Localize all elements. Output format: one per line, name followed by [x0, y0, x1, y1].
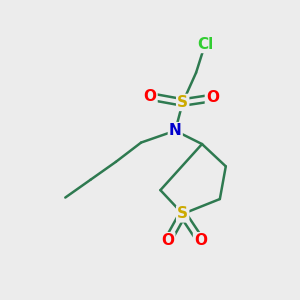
Text: S: S: [177, 206, 188, 221]
Text: O: O: [161, 233, 174, 248]
Text: S: S: [177, 95, 188, 110]
Text: O: O: [143, 89, 157, 104]
Text: O: O: [194, 233, 207, 248]
Text: N: N: [169, 123, 182, 138]
Text: O: O: [206, 91, 219, 106]
Text: Cl: Cl: [197, 37, 213, 52]
